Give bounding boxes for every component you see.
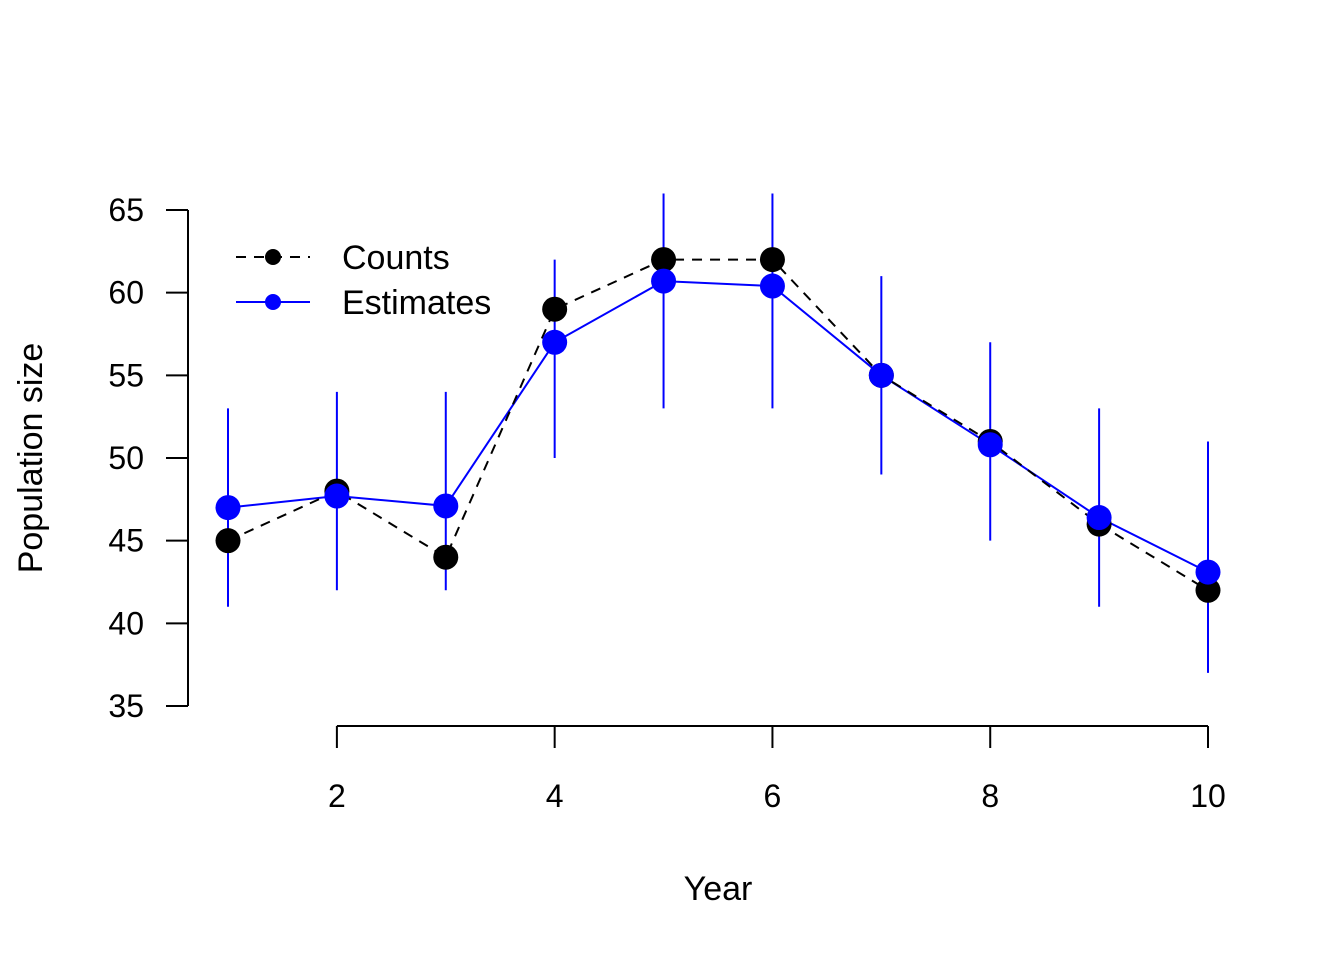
y-axis: 35 40 45 50 55 60 65	[108, 192, 189, 724]
counts-point	[215, 528, 241, 554]
counts-point	[651, 247, 677, 273]
estimates-point	[1195, 559, 1221, 585]
series-lines	[227, 258, 1209, 592]
y-axis-title: Population size	[12, 343, 50, 574]
legend: Counts Estimates	[236, 239, 491, 322]
y-tick-label: 35	[108, 688, 144, 724]
counts-point	[542, 296, 568, 322]
estimates-point	[542, 329, 568, 355]
x-tick-label: 2	[328, 778, 346, 814]
y-tick-label: 45	[108, 523, 144, 559]
legend-counts-marker	[265, 249, 281, 265]
y-tick-label: 50	[108, 440, 144, 476]
legend-counts-label: Counts	[342, 239, 450, 277]
x-tick-label: 6	[764, 778, 782, 814]
series-points	[215, 247, 1221, 603]
x-axis: 2 4 6 8 10	[328, 725, 1226, 814]
legend-estimates-label: Estimates	[342, 284, 491, 322]
estimates-point	[1086, 505, 1112, 531]
estimates-line	[227, 280, 1209, 573]
estimates-point	[977, 432, 1003, 458]
y-tick-label: 65	[108, 192, 144, 228]
estimates-point	[433, 493, 459, 519]
estimates-point	[868, 362, 894, 388]
x-tick-label: 8	[981, 778, 999, 814]
x-axis-title: Year	[684, 870, 753, 908]
x-tick-label: 4	[546, 778, 564, 814]
estimates-point	[324, 483, 350, 509]
x-tick-label: 10	[1190, 778, 1226, 814]
counts-point	[759, 247, 785, 273]
counts-line	[227, 258, 1209, 592]
estimates-point	[215, 495, 241, 521]
counts-point	[433, 544, 459, 570]
legend-estimates-marker	[265, 294, 281, 310]
estimates-point	[759, 273, 785, 299]
counts-point	[1195, 577, 1221, 603]
estimates-point	[651, 268, 677, 294]
y-tick-label: 60	[108, 275, 144, 311]
y-tick-label: 55	[108, 357, 144, 393]
y-tick-label: 40	[108, 605, 144, 641]
